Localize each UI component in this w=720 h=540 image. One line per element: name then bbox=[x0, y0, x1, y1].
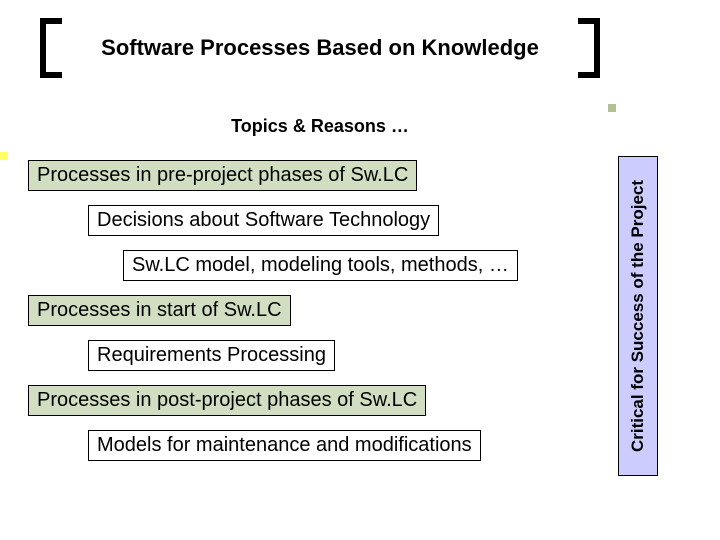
subtitle: Topics & Reasons … bbox=[0, 116, 640, 137]
box-item: Models for maintenance and modifications bbox=[88, 430, 481, 461]
box-item: Sw.LC model, modeling tools, methods, … bbox=[123, 250, 518, 281]
title-area: Software Processes Based on Knowledge bbox=[40, 18, 600, 78]
side-bar: Critical for Success of the Project bbox=[618, 156, 658, 476]
side-bar-text: Critical for Success of the Project bbox=[628, 180, 648, 452]
bullet-marker bbox=[0, 152, 8, 160]
page-title: Software Processes Based on Knowledge bbox=[40, 35, 600, 61]
bracket-right bbox=[578, 18, 600, 78]
bullet-marker bbox=[608, 104, 616, 112]
box-item: Decisions about Software Technology bbox=[88, 205, 439, 236]
box-item: Processes in start of Sw.LC bbox=[28, 295, 291, 326]
content-area: Processes in pre-project phases of Sw.LC… bbox=[28, 160, 588, 475]
box-item: Requirements Processing bbox=[88, 340, 335, 371]
box-item: Processes in pre-project phases of Sw.LC bbox=[28, 160, 417, 191]
box-item: Processes in post-project phases of Sw.L… bbox=[28, 385, 426, 416]
bracket-left bbox=[40, 18, 62, 78]
